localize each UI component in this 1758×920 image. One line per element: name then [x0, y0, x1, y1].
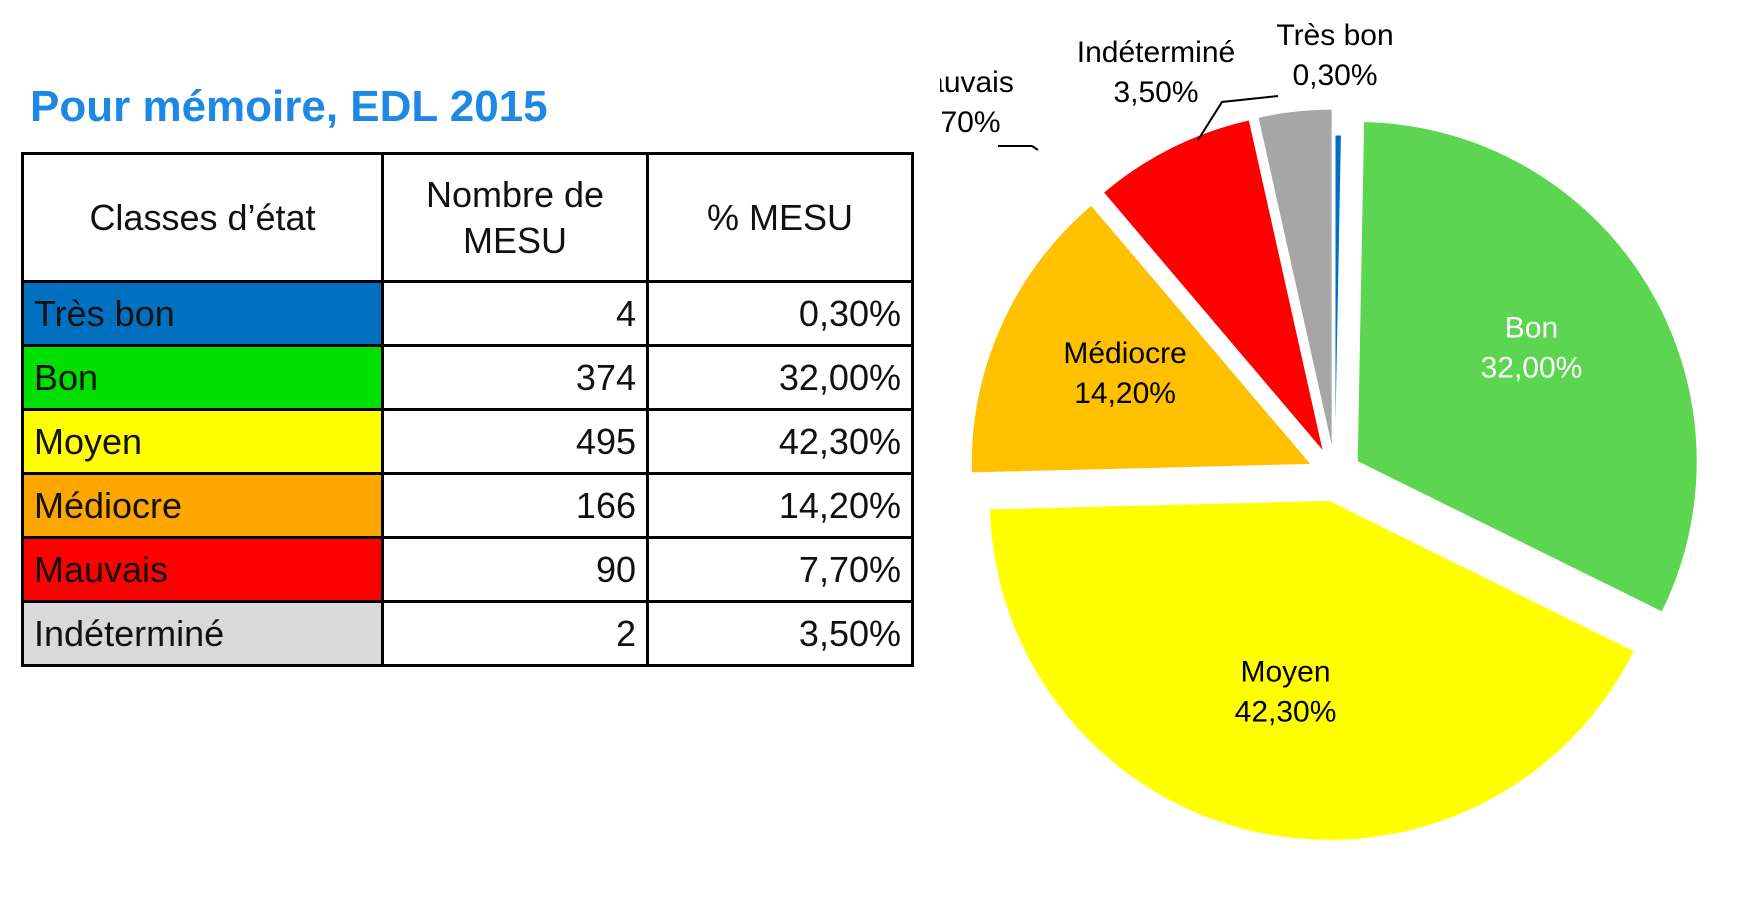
cell-pct: 42,30%: [646, 408, 914, 475]
cell-pct: 0,30%: [646, 280, 914, 347]
pie-label-moyen: Moyen: [1241, 656, 1331, 689]
pie-slice-moyen: [989, 499, 1635, 841]
pie-label-bon: Bon: [1505, 311, 1558, 344]
pie-value-mediocre: 14,20%: [1074, 377, 1176, 410]
pie-value-mauvais: 7,70%: [940, 106, 1001, 139]
cell-classe: Moyen: [21, 408, 384, 475]
cell-nombre: 2: [381, 600, 649, 667]
header-pct: % MESU: [646, 152, 914, 283]
cell-nombre: 495: [381, 408, 649, 475]
page-title: Pour mémoire, EDL 2015: [30, 82, 548, 131]
table-row: Bon 374 32,00%: [21, 344, 914, 411]
leader-line-tres-bon: [1197, 95, 1279, 141]
leader-line-mauvais: [998, 145, 1039, 151]
pie-slice-mediocre: [970, 204, 1313, 474]
pie-value-bon: 32,00%: [1481, 351, 1583, 384]
cell-nombre: 4: [381, 280, 649, 347]
cell-classe: Bon: [21, 344, 384, 411]
table-row: Indéterminé 2 3,50%: [21, 600, 914, 667]
pie-value-indetermine: 3,50%: [1113, 76, 1198, 109]
pie-label-mediocre: Médiocre: [1063, 337, 1186, 370]
table-row: Mauvais 90 7,70%: [21, 536, 914, 603]
table-header-row: Classes d’état Nombre de MESU % MESU: [21, 152, 914, 283]
cell-pct: 3,50%: [646, 600, 914, 667]
pie-label-indetermine: Indéterminé: [1077, 36, 1235, 69]
cell-classe: Médiocre: [21, 472, 384, 539]
cell-nombre: 374: [381, 344, 649, 411]
pie-value-tres-bon: 0,30%: [1292, 59, 1377, 92]
cell-classe: Indéterminé: [21, 600, 384, 667]
header-classes: Classes d’état: [21, 152, 384, 283]
pie-value-moyen: 42,30%: [1235, 696, 1337, 729]
cell-pct: 32,00%: [646, 344, 914, 411]
cell-classe: Mauvais: [21, 536, 384, 603]
pie-slice-bon: [1356, 121, 1698, 613]
cell-nombre: 166: [381, 472, 649, 539]
pie-label-tres-bon: Très bon: [1276, 19, 1393, 52]
cell-pct: 14,20%: [646, 472, 914, 539]
header-nombre: Nombre de MESU: [381, 152, 649, 283]
table-row: Moyen 495 42,30%: [21, 408, 914, 475]
pie-slice-indetermine: [1257, 108, 1333, 450]
pie-slice-tres-bon: [1334, 134, 1342, 476]
table-row: Médiocre 166 14,20%: [21, 472, 914, 539]
table-row: Très bon 4 0,30%: [21, 280, 914, 347]
cell-nombre: 90: [381, 536, 649, 603]
cell-classe: Très bon: [21, 280, 384, 347]
pie-chart: Très bon 0,30% Bon 32,00% Moyen 42,30% Médiocr…: [940, 19, 1698, 841]
pie-slice-mauvais: [1102, 119, 1324, 453]
cell-pct: 7,70%: [646, 536, 914, 603]
pie-label-mauvais: Mauvais: [940, 66, 1014, 99]
summary-table: Classes d’état Nombre de MESU % MESU Trè…: [21, 152, 914, 667]
